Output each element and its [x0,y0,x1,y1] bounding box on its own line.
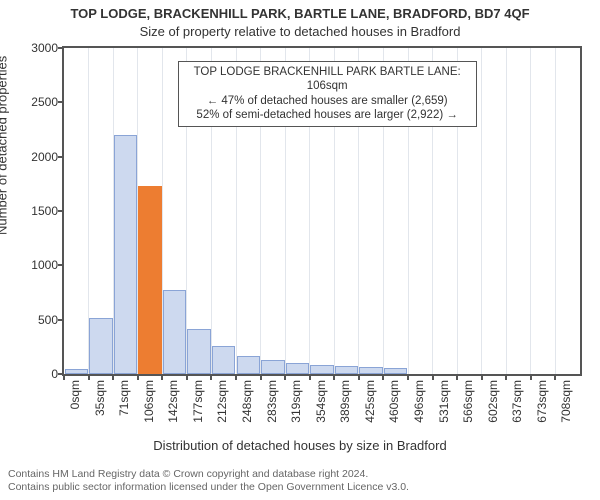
x-tick-mark [186,376,188,380]
annotation-line: 52% of semi-detached houses are larger (… [185,108,470,122]
x-tick-label: 566sqm [461,380,475,430]
gridline-vertical [530,48,531,374]
x-tick-label: 354sqm [314,380,328,430]
y-tick-mark [58,319,62,321]
footer-line-2: Contains public sector information licen… [8,481,409,494]
bar [335,366,358,374]
x-tick-label: 708sqm [559,380,573,430]
y-tick-mark [58,373,62,375]
bar [187,329,210,374]
x-tick-label: 673sqm [535,380,549,430]
bar [384,368,407,374]
x-tick-mark [210,376,212,380]
x-tick-label: 602sqm [486,380,500,430]
x-tick-label: 425sqm [363,380,377,430]
bar [359,367,382,374]
x-tick-mark [137,376,139,380]
bar [65,369,88,374]
x-tick-label: 283sqm [265,380,279,430]
chart-container: TOP LODGE, BRACKENHILL PARK, BARTLE LANE… [0,0,600,500]
x-tick-mark [161,376,163,380]
y-tick-label: 0 [51,367,58,381]
bar [261,360,284,374]
x-tick-label: 637sqm [510,380,524,430]
x-tick-label: 106sqm [142,380,156,430]
x-tick-label: 35sqm [93,380,107,430]
x-tick-label: 248sqm [240,380,254,430]
x-tick-label: 71sqm [117,380,131,430]
footer-attribution: Contains HM Land Registry data © Crown c… [8,468,409,494]
y-tick-label: 500 [38,313,58,327]
x-tick-label: 460sqm [387,380,401,430]
bar [89,318,112,375]
y-tick-mark [58,210,62,212]
bar [212,346,235,374]
x-tick-mark [309,376,311,380]
bar-highlight [138,186,161,374]
x-tick-label: 496sqm [412,380,426,430]
y-tick-mark [58,101,62,103]
footer-line-1: Contains HM Land Registry data © Crown c… [8,468,409,481]
gridline-vertical [506,48,507,374]
x-tick-label: 212sqm [215,380,229,430]
x-tick-mark [112,376,114,380]
y-axis-label: Number of detached properties [0,56,10,235]
y-tick-mark [58,264,62,266]
x-tick-label: 389sqm [338,380,352,430]
x-tick-label: 531sqm [437,380,451,430]
x-tick-mark [284,376,286,380]
x-tick-mark [382,376,384,380]
y-tick-mark [58,47,62,49]
bar [286,363,309,374]
bar [310,365,333,374]
bar [237,356,260,374]
y-tick-label: 2500 [31,95,58,109]
x-tick-mark [432,376,434,380]
x-tick-mark [407,376,409,380]
x-tick-label: 0sqm [68,380,82,430]
gridline-vertical [481,48,482,374]
x-tick-mark [333,376,335,380]
x-tick-label: 319sqm [289,380,303,430]
y-tick-label: 2000 [31,150,58,164]
x-tick-mark [358,376,360,380]
x-tick-mark [235,376,237,380]
chart-title-line1: TOP LODGE, BRACKENHILL PARK, BARTLE LANE… [0,6,600,21]
annotation-line: ← 47% of detached houses are smaller (2,… [185,94,470,108]
chart-title-line2: Size of property relative to detached ho… [0,24,600,39]
gridline-vertical [555,48,556,374]
x-axis-label: Distribution of detached houses by size … [0,438,600,453]
y-tick-label: 1500 [31,204,58,218]
x-tick-mark [260,376,262,380]
x-tick-label: 142sqm [166,380,180,430]
x-tick-mark [554,376,556,380]
x-tick-mark [530,376,532,380]
y-tick-label: 1000 [31,258,58,272]
y-tick-mark [58,156,62,158]
x-tick-mark [88,376,90,380]
annotation-line: TOP LODGE BRACKENHILL PARK BARTLE LANE: … [185,65,470,94]
x-tick-mark [481,376,483,380]
x-tick-mark [456,376,458,380]
x-tick-label: 177sqm [191,380,205,430]
x-tick-mark [505,376,507,380]
bar [114,135,137,374]
x-tick-mark [63,376,65,380]
bar [163,290,186,374]
plot-area: TOP LODGE BRACKENHILL PARK BARTLE LANE: … [62,46,582,376]
annotation-box: TOP LODGE BRACKENHILL PARK BARTLE LANE: … [178,61,477,127]
y-tick-label: 3000 [31,41,58,55]
